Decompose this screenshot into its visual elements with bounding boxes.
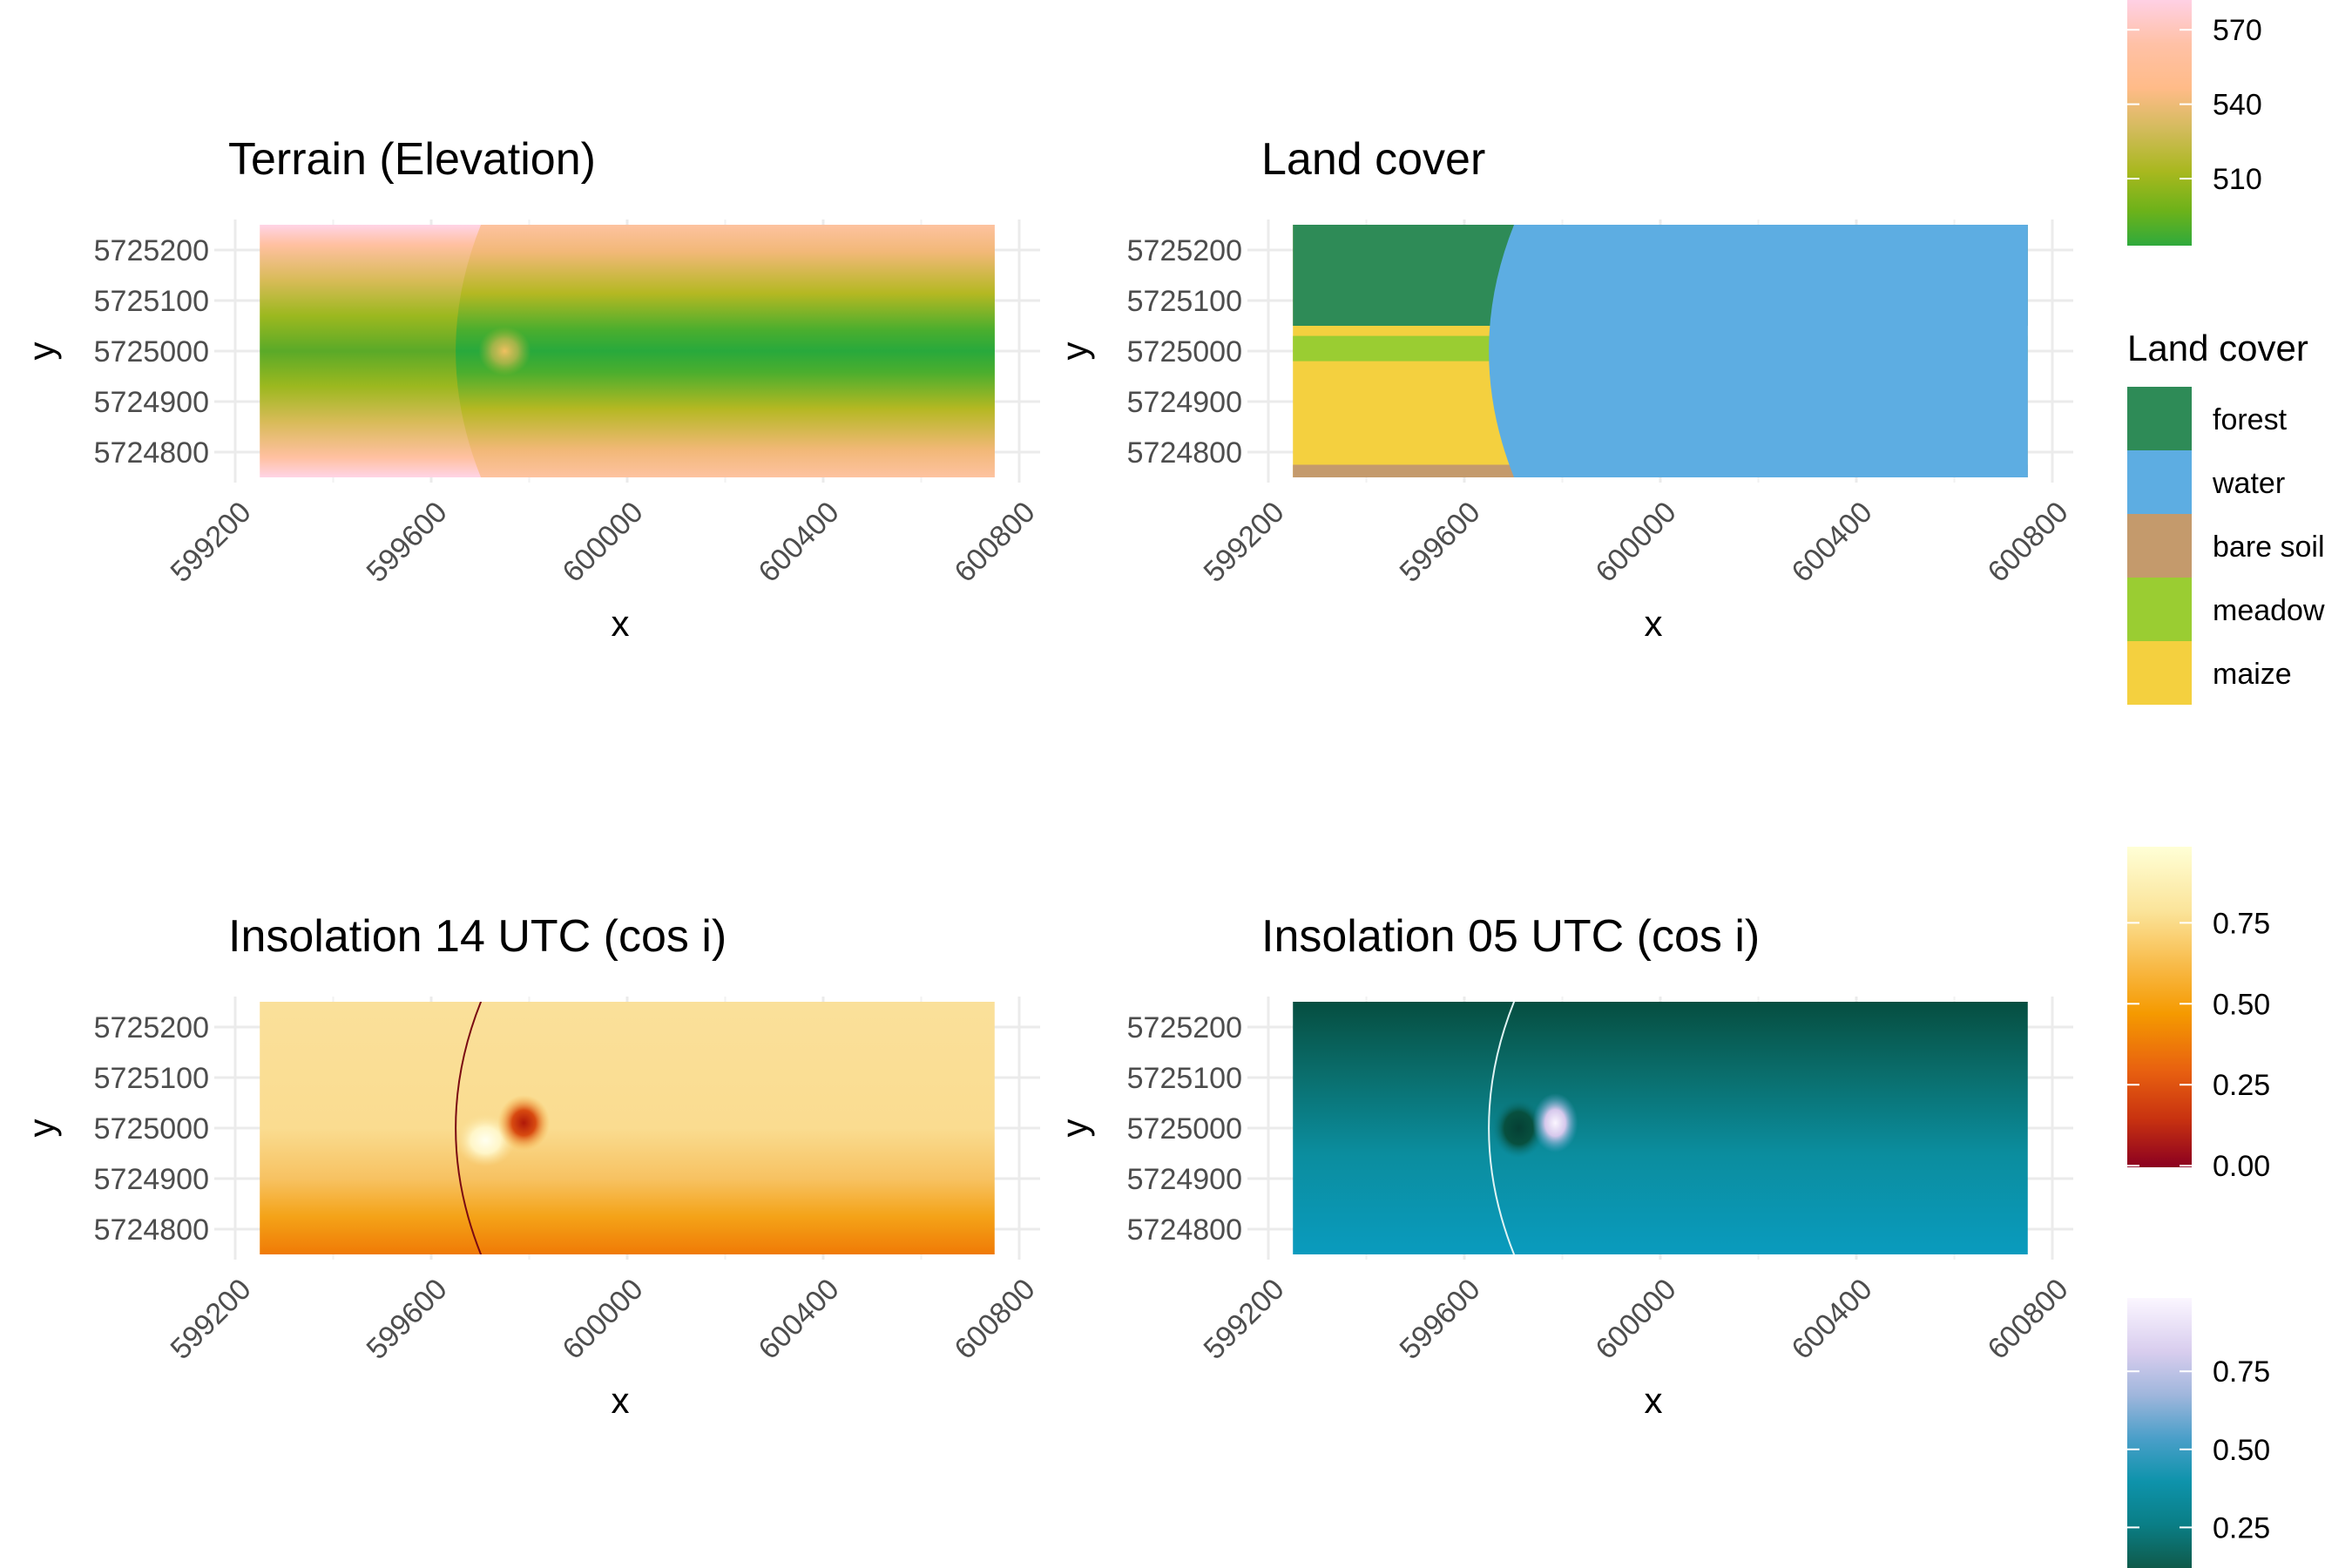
legend-label: meadow — [2213, 594, 2325, 627]
legend-label: maize — [2213, 658, 2292, 691]
legend-tick-label: 0.25 — [2213, 1511, 2270, 1544]
raster — [260, 225, 995, 477]
landcover-water — [1489, 225, 2028, 477]
x-tick-label: 600000 — [1590, 496, 1683, 589]
x-tick-label: 600000 — [557, 1273, 650, 1366]
x-tick-label: 600800 — [949, 496, 1042, 589]
x-tick-label: 600400 — [753, 496, 846, 589]
y-tick-label: 5725100 — [94, 285, 209, 318]
legend-terrain: 570 540 510 — [2127, 0, 2262, 246]
panel-title: Insolation 14 UTC (cos i) — [228, 911, 727, 962]
x-tick-label: 600000 — [1590, 1273, 1683, 1366]
y-tick-label: 5724800 — [1127, 1213, 1242, 1247]
y-tick-label: 5724900 — [94, 1163, 209, 1196]
x-tick-label: 599200 — [165, 496, 258, 589]
insolation-surface — [260, 1002, 995, 1254]
insolation-shaded-slope — [497, 1095, 551, 1151]
legend-key-forest — [2127, 387, 2192, 450]
insolation-bright-slope — [1532, 1093, 1578, 1152]
x-tick-label: 599600 — [1394, 1273, 1487, 1366]
legend-key-meadow — [2127, 578, 2192, 641]
x-tick-label: 600400 — [753, 1273, 846, 1366]
legend-tick-label: 510 — [2213, 163, 2262, 196]
legend-colorbar — [2127, 0, 2192, 246]
x-tick-label: 600800 — [1982, 1273, 2075, 1366]
legend-tick-label: 0.25 — [2213, 1069, 2270, 1102]
legend-key-bare-soil — [2127, 514, 2192, 578]
legend-colorbar — [2127, 847, 2192, 1167]
x-tick-label: 600800 — [949, 1273, 1042, 1366]
insolation-shaded-slope — [1492, 1098, 1545, 1158]
legend-label: bare soil — [2213, 531, 2325, 564]
y-tick-label: 5725200 — [1127, 1011, 1242, 1044]
y-tick-label: 5724800 — [1127, 436, 1242, 470]
x-tick-label: 599600 — [1394, 496, 1487, 589]
legend-label: water — [2212, 467, 2285, 500]
x-tick-label: 599200 — [1198, 1273, 1291, 1366]
y-tick-label: 5725200 — [94, 234, 209, 267]
y-axis-label: y — [1054, 342, 1095, 361]
y-tick-label: 5725000 — [94, 1112, 209, 1146]
y-tick-label: 5725100 — [1127, 285, 1242, 318]
legend-tick-label: 0.50 — [2213, 988, 2270, 1021]
raster — [1293, 1002, 2028, 1254]
legend-insolation-05: 0.75 0.50 0.25 — [2127, 1298, 2270, 1568]
x-tick-label: 599200 — [165, 1273, 258, 1366]
raster — [260, 1002, 995, 1254]
legend-landcover: Land cover forest water bare soil meadow maiz… — [2127, 328, 2325, 705]
panel-title: Terrain (Elevation) — [228, 134, 596, 185]
y-tick-label: 5725000 — [1127, 1112, 1242, 1146]
terrain-lake-surface — [456, 225, 995, 477]
x-axis-label: x — [612, 1380, 630, 1421]
x-axis-label: x — [612, 603, 630, 644]
x-tick-label: 599600 — [361, 496, 454, 589]
legend-tick-label: 0.50 — [2213, 1434, 2270, 1467]
x-axis-label: x — [1645, 1380, 1663, 1421]
legend-insolation-14: 0.75 0.50 0.25 0.00 — [2127, 847, 2270, 1183]
legend-tick-label: 0.00 — [2213, 1150, 2270, 1183]
panel-1: Terrain (Elevation) 5725200 5725100 5725000… — [21, 134, 1042, 644]
y-tick-label: 5725200 — [94, 1011, 209, 1044]
y-tick-label: 5724900 — [94, 386, 209, 419]
legend-tick-label: 0.75 — [2213, 907, 2270, 940]
y-tick-label: 5725100 — [94, 1062, 209, 1095]
panel-title: Land cover — [1261, 134, 1485, 185]
panel-3: Insolation 14 UTC (cos i) 5725200 5725100 5… — [21, 911, 1042, 1421]
x-tick-label: 600400 — [1786, 496, 1879, 589]
lake-shore-line — [1488, 1002, 1516, 1254]
y-axis-label: y — [21, 1119, 62, 1138]
panel-title: Insolation 05 UTC (cos i) — [1261, 911, 1760, 962]
x-tick-label: 599200 — [1198, 496, 1291, 589]
y-tick-label: 5724900 — [1127, 1163, 1242, 1196]
lake-shore-line — [455, 1002, 483, 1254]
legend-tick-label: 540 — [2213, 89, 2262, 122]
x-tick-label: 600800 — [1982, 496, 2075, 589]
x-tick-label: 599600 — [361, 1273, 454, 1366]
legend-colorbar — [2127, 1298, 2192, 1568]
x-axis-label: x — [1645, 603, 1663, 644]
y-tick-label: 5725000 — [1127, 335, 1242, 368]
y-axis-label: y — [1054, 1119, 1095, 1138]
y-tick-label: 5725000 — [94, 335, 209, 368]
panel-2: Land cover 5725200 5725100 5725000 5724900 57… — [1054, 134, 2075, 644]
raster — [1293, 225, 2028, 477]
legend-tick-label: 0.75 — [2213, 1355, 2270, 1389]
y-tick-label: 5725100 — [1127, 1062, 1242, 1095]
x-tick-label: 600000 — [557, 496, 650, 589]
x-tick-label: 600400 — [1786, 1273, 1879, 1366]
y-tick-label: 5725200 — [1127, 234, 1242, 267]
legend-key-maize — [2127, 641, 2192, 705]
legend-key-water — [2127, 450, 2192, 514]
y-tick-label: 5724800 — [94, 1213, 209, 1247]
y-tick-label: 5724900 — [1127, 386, 1242, 419]
y-axis-label: y — [21, 342, 62, 361]
legend-tick-label: 570 — [2213, 14, 2262, 47]
panel-4: Insolation 05 UTC (cos i) 5725200 5725100 5… — [1054, 911, 2075, 1421]
y-tick-label: 5724800 — [94, 436, 209, 470]
terrain-hill — [478, 327, 531, 375]
legend-title: Land cover — [2127, 328, 2308, 368]
legend-label: forest — [2213, 403, 2288, 436]
insolation-surface — [1293, 1002, 2028, 1254]
